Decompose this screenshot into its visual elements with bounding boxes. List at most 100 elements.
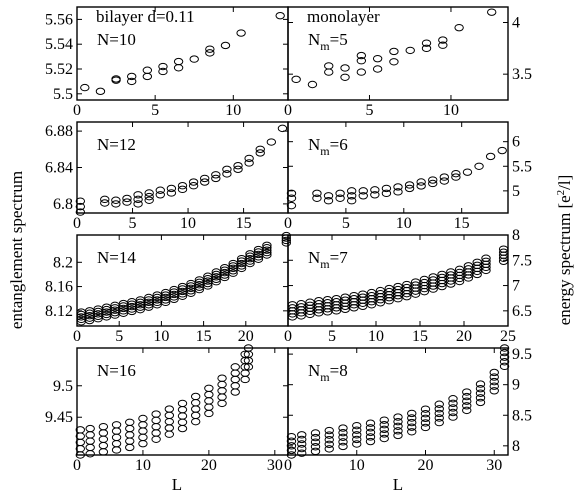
data-point bbox=[125, 431, 135, 439]
data-point bbox=[475, 394, 486, 402]
data-point bbox=[101, 313, 112, 321]
data-point bbox=[205, 49, 215, 57]
panel-label-main: N bbox=[308, 248, 320, 267]
data-point bbox=[420, 419, 431, 427]
data-point bbox=[245, 259, 255, 268]
data-point bbox=[324, 426, 334, 435]
y-tick-label: 6.88 bbox=[45, 123, 73, 140]
data-point bbox=[286, 442, 297, 450]
data-point bbox=[220, 271, 230, 279]
data-point bbox=[462, 392, 472, 401]
data-point bbox=[93, 315, 103, 323]
data-point bbox=[462, 406, 472, 415]
data-point bbox=[236, 262, 247, 270]
data-point bbox=[372, 54, 383, 63]
data-point bbox=[305, 301, 315, 309]
data-point bbox=[297, 431, 307, 439]
data-point bbox=[296, 303, 306, 311]
data-point bbox=[286, 437, 297, 445]
data-point bbox=[434, 400, 444, 408]
data-point bbox=[220, 273, 230, 282]
data-point bbox=[164, 430, 175, 438]
right-axis-title-tail: /l] bbox=[555, 175, 574, 190]
data-point bbox=[281, 239, 292, 247]
data-point bbox=[152, 301, 162, 309]
data-point bbox=[230, 388, 240, 396]
left-axis-title: entanglement spectrum bbox=[7, 171, 26, 329]
data-point bbox=[240, 375, 250, 384]
x-tick-label: 15 bbox=[412, 328, 428, 345]
x-tick-label: 0 bbox=[73, 215, 81, 232]
data-point bbox=[142, 72, 153, 81]
x-tick-label: 0 bbox=[73, 102, 81, 119]
data-point bbox=[393, 427, 403, 435]
data-point bbox=[472, 261, 482, 270]
data-point bbox=[405, 46, 415, 55]
data-point bbox=[366, 288, 377, 297]
data-point bbox=[125, 437, 135, 445]
panel-label-main: N=14 bbox=[97, 248, 136, 267]
x-tick-label: 15 bbox=[196, 328, 212, 345]
svg-text:energy spectrum [e2/l]: energy spectrum [e2/l] bbox=[555, 175, 574, 326]
panel-label-subscript: m bbox=[320, 144, 330, 158]
data-point bbox=[338, 438, 348, 446]
data-point bbox=[346, 192, 357, 200]
x-tick-label: 20 bbox=[418, 457, 434, 474]
data-point bbox=[266, 138, 277, 146]
data-point bbox=[481, 257, 491, 265]
data-point bbox=[255, 145, 265, 154]
data-point bbox=[322, 299, 333, 307]
data-point bbox=[144, 189, 154, 197]
data-point bbox=[98, 435, 109, 443]
data-point bbox=[155, 191, 165, 199]
data-point bbox=[85, 437, 95, 445]
data-point bbox=[356, 51, 367, 60]
data-point bbox=[404, 181, 415, 189]
data-point bbox=[228, 267, 238, 275]
data-point bbox=[421, 39, 432, 47]
data-point bbox=[138, 421, 148, 429]
data-point bbox=[220, 41, 231, 50]
x-tick-label: 30 bbox=[486, 457, 502, 474]
data-point bbox=[177, 185, 188, 194]
data-point bbox=[407, 409, 417, 418]
y-tick-label: 6.84 bbox=[45, 160, 73, 177]
panel-label-tail: =7 bbox=[330, 248, 349, 267]
data-point bbox=[111, 427, 122, 435]
data-point bbox=[358, 293, 368, 301]
data-point bbox=[228, 269, 238, 277]
data-point bbox=[379, 421, 389, 429]
data-point bbox=[498, 245, 509, 253]
panel-frame bbox=[287, 234, 509, 327]
data-point bbox=[489, 387, 499, 395]
column-title-monolayer: monolayer bbox=[307, 7, 380, 26]
x-tick-label: 0 bbox=[73, 457, 81, 474]
data-point bbox=[340, 73, 350, 81]
data-point bbox=[200, 178, 210, 186]
y-tick-label: 5.56 bbox=[45, 11, 73, 28]
data-point bbox=[375, 289, 386, 298]
data-point bbox=[125, 443, 135, 452]
data-point bbox=[75, 202, 86, 211]
data-point bbox=[489, 373, 499, 381]
data-point bbox=[407, 423, 417, 431]
data-point bbox=[323, 192, 334, 200]
data-point bbox=[277, 124, 288, 133]
data-point bbox=[281, 234, 292, 242]
data-point bbox=[352, 435, 362, 444]
data-point bbox=[118, 309, 129, 317]
data-point bbox=[338, 428, 348, 437]
data-point bbox=[393, 422, 403, 430]
data-point bbox=[379, 416, 389, 424]
data-point bbox=[497, 146, 507, 155]
y-tick-label: 4 bbox=[512, 15, 520, 32]
data-point bbox=[365, 433, 376, 441]
data-point bbox=[462, 397, 472, 405]
x-tick-label: 5 bbox=[328, 328, 336, 345]
right-axis-title-superscript: 2 bbox=[555, 190, 567, 196]
data-point bbox=[177, 292, 188, 300]
y-tick-label: 8.2 bbox=[53, 254, 73, 271]
right-axis-title: energy spectrum [e2/l] bbox=[555, 175, 574, 326]
data-point bbox=[487, 8, 497, 16]
data-point bbox=[379, 425, 389, 434]
